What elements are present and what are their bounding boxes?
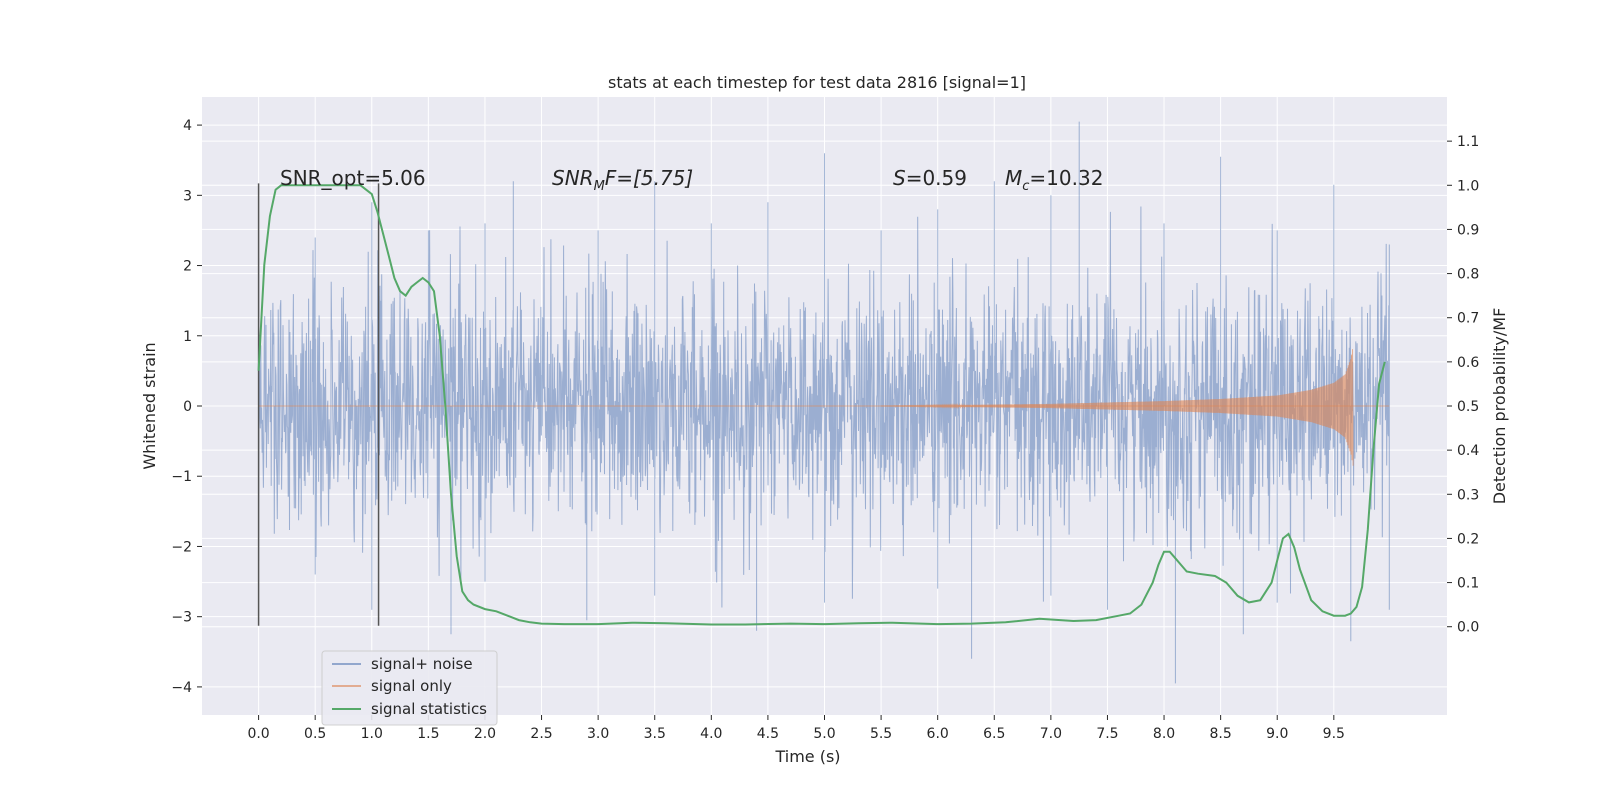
x-tick-label: 0.0 (247, 726, 269, 742)
s-value: =0.59 (906, 166, 967, 190)
signal-only-series (258, 349, 1390, 466)
snr-mf-symbol: SNR (552, 166, 594, 190)
s-annotation: S=0.59 (893, 166, 967, 190)
snr-mf-subscript: M (594, 179, 605, 194)
snr-opt-annotation: SNR_opt=5.06 (280, 166, 426, 190)
x-tick-label: 8.0 (1153, 726, 1175, 742)
y-tick-label: 0 (183, 399, 192, 415)
y2-tick-label: 0.4 (1457, 443, 1479, 459)
legend-label-signal-noise: signal+ noise (371, 655, 473, 673)
x-tick-label: 3.5 (644, 726, 666, 742)
legend-box (321, 650, 498, 726)
y-tick-label: 1 (183, 329, 192, 345)
x-tick-label: 1.5 (417, 726, 439, 742)
y-axis-label: Whitened strain (140, 342, 159, 469)
mc-value: =10.32 (1029, 166, 1103, 190)
x-tick-label: 0.5 (304, 726, 326, 742)
y2-tick-label: 0.8 (1457, 267, 1479, 283)
y2-tick-label: 1.1 (1457, 134, 1479, 150)
y2-tick-label: 0.6 (1457, 355, 1479, 371)
x-tick-label: 7.0 (1040, 726, 1062, 742)
x-tick-label: 4.0 (700, 726, 722, 742)
y2-tick-label: 0.5 (1457, 399, 1479, 415)
y2-tick-label: 0.2 (1457, 531, 1479, 547)
y-tick-label: −3 (171, 610, 192, 626)
snr-mf-value: F=[5.75] (605, 166, 693, 190)
x-tick-label: 8.5 (1210, 726, 1232, 742)
x-axis-label: Time (s) (774, 747, 840, 766)
y2-tick-label: 0.7 (1457, 311, 1479, 327)
x-tick-label: 7.5 (1096, 726, 1118, 742)
mc-subscript: c (1022, 179, 1029, 194)
x-tick-label: 9.5 (1323, 726, 1345, 742)
x-tick-label: 1.0 (361, 726, 383, 742)
x-tick-label: 4.5 (757, 726, 779, 742)
signal-only-trace (881, 349, 1354, 466)
x-tick-label: 2.0 (474, 726, 496, 742)
x-tick-label: 2.5 (530, 726, 552, 742)
y2-tick-label: 0.1 (1457, 576, 1479, 592)
y-tick-label: −4 (171, 680, 192, 696)
x-tick-label: 6.0 (927, 726, 949, 742)
chart-title: stats at each timestep for test data 281… (608, 73, 1026, 92)
y-tick-label: 2 (183, 259, 192, 275)
y2-tick-label: 0.3 (1457, 487, 1479, 503)
legend: signal+ noise signal only signal statist… (321, 650, 498, 726)
signal-statistics-series (257, 184, 1386, 626)
y2-tick-label: 0.0 (1457, 620, 1479, 636)
y-tick-label: 4 (183, 118, 192, 134)
signal-statistics-line (257, 184, 1386, 626)
legend-label-signal-only: signal only (371, 677, 452, 695)
y2-tick-label: 1.0 (1457, 178, 1479, 194)
snr-mf-annotation: SNRMF=[5.75] (552, 166, 693, 194)
y-tick-label: 3 (183, 188, 192, 204)
x-tick-label: 9.0 (1266, 726, 1288, 742)
mc-annotation: Mc=10.32 (1005, 166, 1103, 194)
x-tick-label: 5.5 (870, 726, 892, 742)
mc-symbol: M (1005, 166, 1022, 190)
vertical-markers (257, 183, 380, 626)
x-tick-label: 5.0 (813, 726, 835, 742)
s-symbol: S (893, 166, 906, 190)
legend-label-signal-statistics: signal statistics (371, 700, 487, 718)
tick-labels: 0.0 0.5 1.0 1.5 2.0 2.5 3.0 3.5 4.0 4.5 5.0 5.5 6.0 6… (171, 118, 1479, 742)
y-tick-label: −2 (171, 539, 192, 555)
y2-tick-label: 0.9 (1457, 222, 1479, 238)
y-tick-label: −1 (171, 469, 192, 485)
x-tick-label: 3.0 (587, 726, 609, 742)
x-tick-label: 6.5 (983, 726, 1005, 742)
y2-axis-label: Detection probability/MF (1490, 308, 1509, 505)
